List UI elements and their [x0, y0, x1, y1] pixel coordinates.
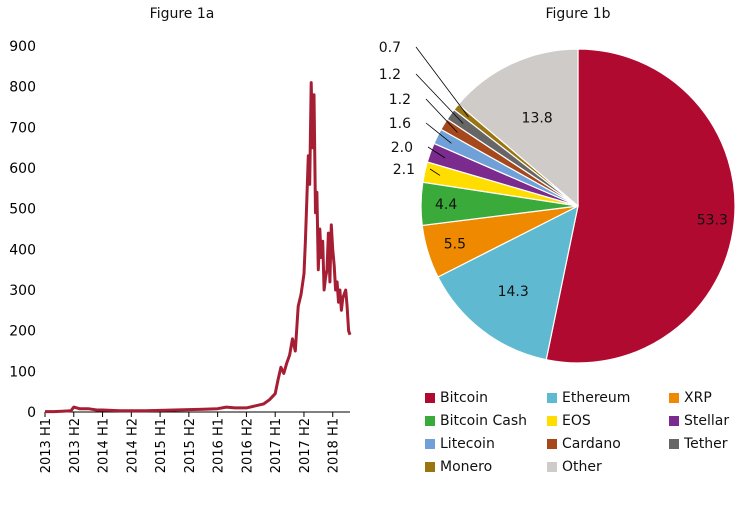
pie-slice-ethereum: [437, 204, 579, 361]
pie-value-label: 13.8: [522, 111, 553, 127]
pie-value-label: 1.2: [379, 67, 401, 83]
legend-swatch: [425, 393, 435, 403]
pie-leader-lines: [415, 46, 469, 176]
legend-item-bitcoin-cash: Bitcoin Cash: [425, 413, 527, 429]
pie-value-label: 5.5: [444, 237, 466, 253]
legend-label: Litecoin: [440, 436, 495, 452]
pie-value-label: 2.1: [393, 162, 415, 178]
x-tick-label: 2017 H1: [269, 418, 284, 473]
pie-value-label: 14.3: [498, 284, 529, 300]
x-axis-ticks: 2013 H1 2013 H2 2014 H1 2014 H2 2015 H1 2015 …: [39, 412, 342, 473]
pie-leader-line: [425, 122, 452, 144]
legend-swatch: [547, 393, 557, 403]
legend-swatch: [425, 416, 435, 426]
y-tick-label: 600: [9, 161, 36, 177]
pie-leader-line: [415, 46, 469, 118]
x-tick-label: 2018 H1: [327, 418, 342, 473]
legend-label: Cardano: [562, 436, 621, 452]
pie-value-label: 2.0: [391, 140, 413, 156]
legend-item-xrp: XRP: [669, 390, 712, 406]
y-axis-ticks: 0 100 200 300 400 500 600 700 800 900: [9, 39, 36, 421]
pie-value-label: 0.7: [379, 40, 401, 56]
figure-1a-title: Figure 1a: [149, 6, 215, 22]
x-tick-label: 2015 H1: [154, 418, 169, 473]
x-tick-label: 2016 H1: [212, 418, 227, 473]
legend-swatch: [547, 462, 557, 472]
y-tick-label: 700: [9, 120, 36, 136]
pie-leader-line: [415, 73, 464, 124]
pie-leader-line: [427, 146, 446, 159]
y-tick-label: 0: [27, 405, 36, 421]
legend-label: Bitcoin: [440, 390, 489, 406]
legend-item-tether: Tether: [669, 436, 728, 452]
legend-item-cardano: Cardano: [547, 436, 621, 452]
legend-label: Other: [562, 459, 602, 475]
legend-swatch: [425, 462, 435, 472]
y-tick-label: 200: [9, 324, 36, 340]
pie-leader-line: [425, 98, 458, 133]
x-tick-label: 2014 H1: [97, 418, 112, 473]
legend-item-litecoin: Litecoin: [425, 436, 495, 452]
line-series-total: [45, 81, 352, 414]
pie-value-labels: 53.3 14.3 5.5 4.4 2.1 2.0 1.6 1.2 1.2 0.7 13.8: [379, 40, 728, 300]
pie-slices: [420, 48, 736, 364]
legend-label: Stellar: [684, 413, 730, 429]
legend-item-bitcoin: Bitcoin: [425, 390, 488, 406]
pie-value-label: 4.4: [435, 197, 457, 213]
y-tick-label: 900: [9, 39, 36, 55]
legend-item-eos: EOS: [547, 413, 591, 429]
y-tick-label: 300: [9, 283, 36, 299]
legend-label: EOS: [562, 413, 591, 429]
x-tick-label: 2015 H2: [183, 418, 198, 473]
x-tick-label: 2013 H1: [39, 418, 54, 473]
y-tick-label: 800: [9, 80, 36, 96]
pie-chart: 53.3 14.3 5.5 4.4 2.1 2.0 1.6 1.2 1.2 0.7 13.8: [379, 40, 736, 364]
pie-value-label: 53.3: [697, 213, 728, 229]
legend-item-stellar: Stellar: [669, 413, 729, 429]
legend-label: Ethereum: [562, 390, 631, 406]
legend-item-ethereum: Ethereum: [547, 390, 630, 406]
x-tick-label: 2014 H2: [125, 418, 140, 473]
legend-label: Tether: [684, 436, 728, 452]
pie-slice-other: [457, 48, 579, 208]
legend-label: Monero: [440, 459, 493, 475]
legend-swatch: [547, 416, 557, 426]
pie-value-label: 1.2: [389, 92, 411, 108]
legend-swatch: [669, 393, 679, 403]
x-tick-label: 2016 H2: [240, 418, 255, 473]
legend-label: Bitcoin Cash: [440, 413, 527, 429]
y-tick-label: 100: [9, 364, 36, 380]
legend-swatch: [425, 439, 435, 449]
legend-item-monero: Monero: [425, 459, 492, 475]
y-tick-label: 400: [9, 242, 36, 258]
y-tick-label: 500: [9, 202, 36, 218]
legend-swatch: [669, 416, 679, 426]
figure-1b-title: Figure 1b: [545, 6, 611, 22]
legend-swatch: [669, 439, 679, 449]
pie-leader-line: [429, 168, 441, 176]
x-tick-label: 2017 H2: [298, 418, 313, 473]
legend-label: XRP: [684, 390, 712, 406]
x-tick-label: 2013 H2: [68, 418, 83, 473]
pie-slice-bitcoin: [545, 48, 736, 364]
legend-item-other: Other: [547, 459, 602, 475]
pie-value-label: 1.6: [389, 116, 411, 132]
legend-swatch: [547, 439, 557, 449]
